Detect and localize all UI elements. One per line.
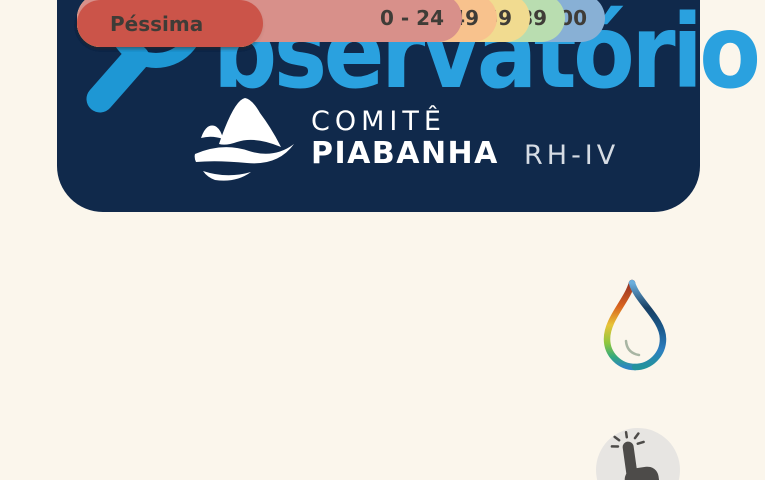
region-code: RH-IV: [524, 140, 620, 171]
scale-category-label: Péssima: [110, 11, 204, 36]
rainbow-water-drop-icon: [603, 279, 667, 371]
scale-pill: Péssima: [77, 0, 263, 47]
piabanha-logo-icon: [194, 98, 294, 181]
logo-text-piabanha: PIABANHA: [311, 136, 499, 171]
logo-text-comite: COMITÊ: [311, 106, 446, 137]
click-hand-icon: [610, 431, 660, 480]
scale-range-label: 0 - 24: [380, 6, 444, 30]
scale-row-pessima: 0 - 24 Péssima: [77, 0, 717, 47]
click-hint-button[interactable]: [596, 428, 680, 480]
